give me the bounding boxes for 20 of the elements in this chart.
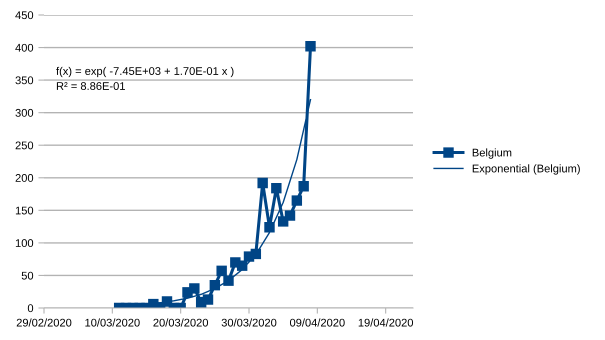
- y-tick-label: 0: [28, 304, 34, 312]
- legend-label: Exponential (Belgium): [472, 164, 580, 175]
- y-tick-label: 200: [16, 174, 34, 182]
- y-tick-label: 350: [15, 76, 34, 84]
- x-tick-label: 09/04/2020: [290, 318, 345, 327]
- x-tick-label: 19/04/2020: [358, 318, 414, 327]
- y-tick-label: 300: [15, 108, 34, 117]
- y-tick-label: 250: [16, 141, 34, 150]
- x-tick-label: 10/03/2020: [85, 318, 140, 327]
- y-tick-label: 150: [16, 206, 34, 214]
- x-tick-label: 29/02/2020: [16, 318, 72, 327]
- x-tick-label: 20/03/2020: [153, 318, 208, 327]
- y-tick-label: 100: [16, 239, 34, 248]
- y-tick-label: 50: [22, 272, 34, 280]
- annotation: f(x) = exp( -7.45E+03 + 1.70E-01 x ): [56, 66, 234, 78]
- y-tick-label: 400: [15, 44, 34, 52]
- legend-label: Belgium: [472, 148, 512, 159]
- annotation: R² = 8.86E-01: [56, 82, 125, 90]
- x-tick-label: 30/03/2020: [222, 318, 276, 327]
- y-tick-label: 450: [15, 11, 34, 20]
